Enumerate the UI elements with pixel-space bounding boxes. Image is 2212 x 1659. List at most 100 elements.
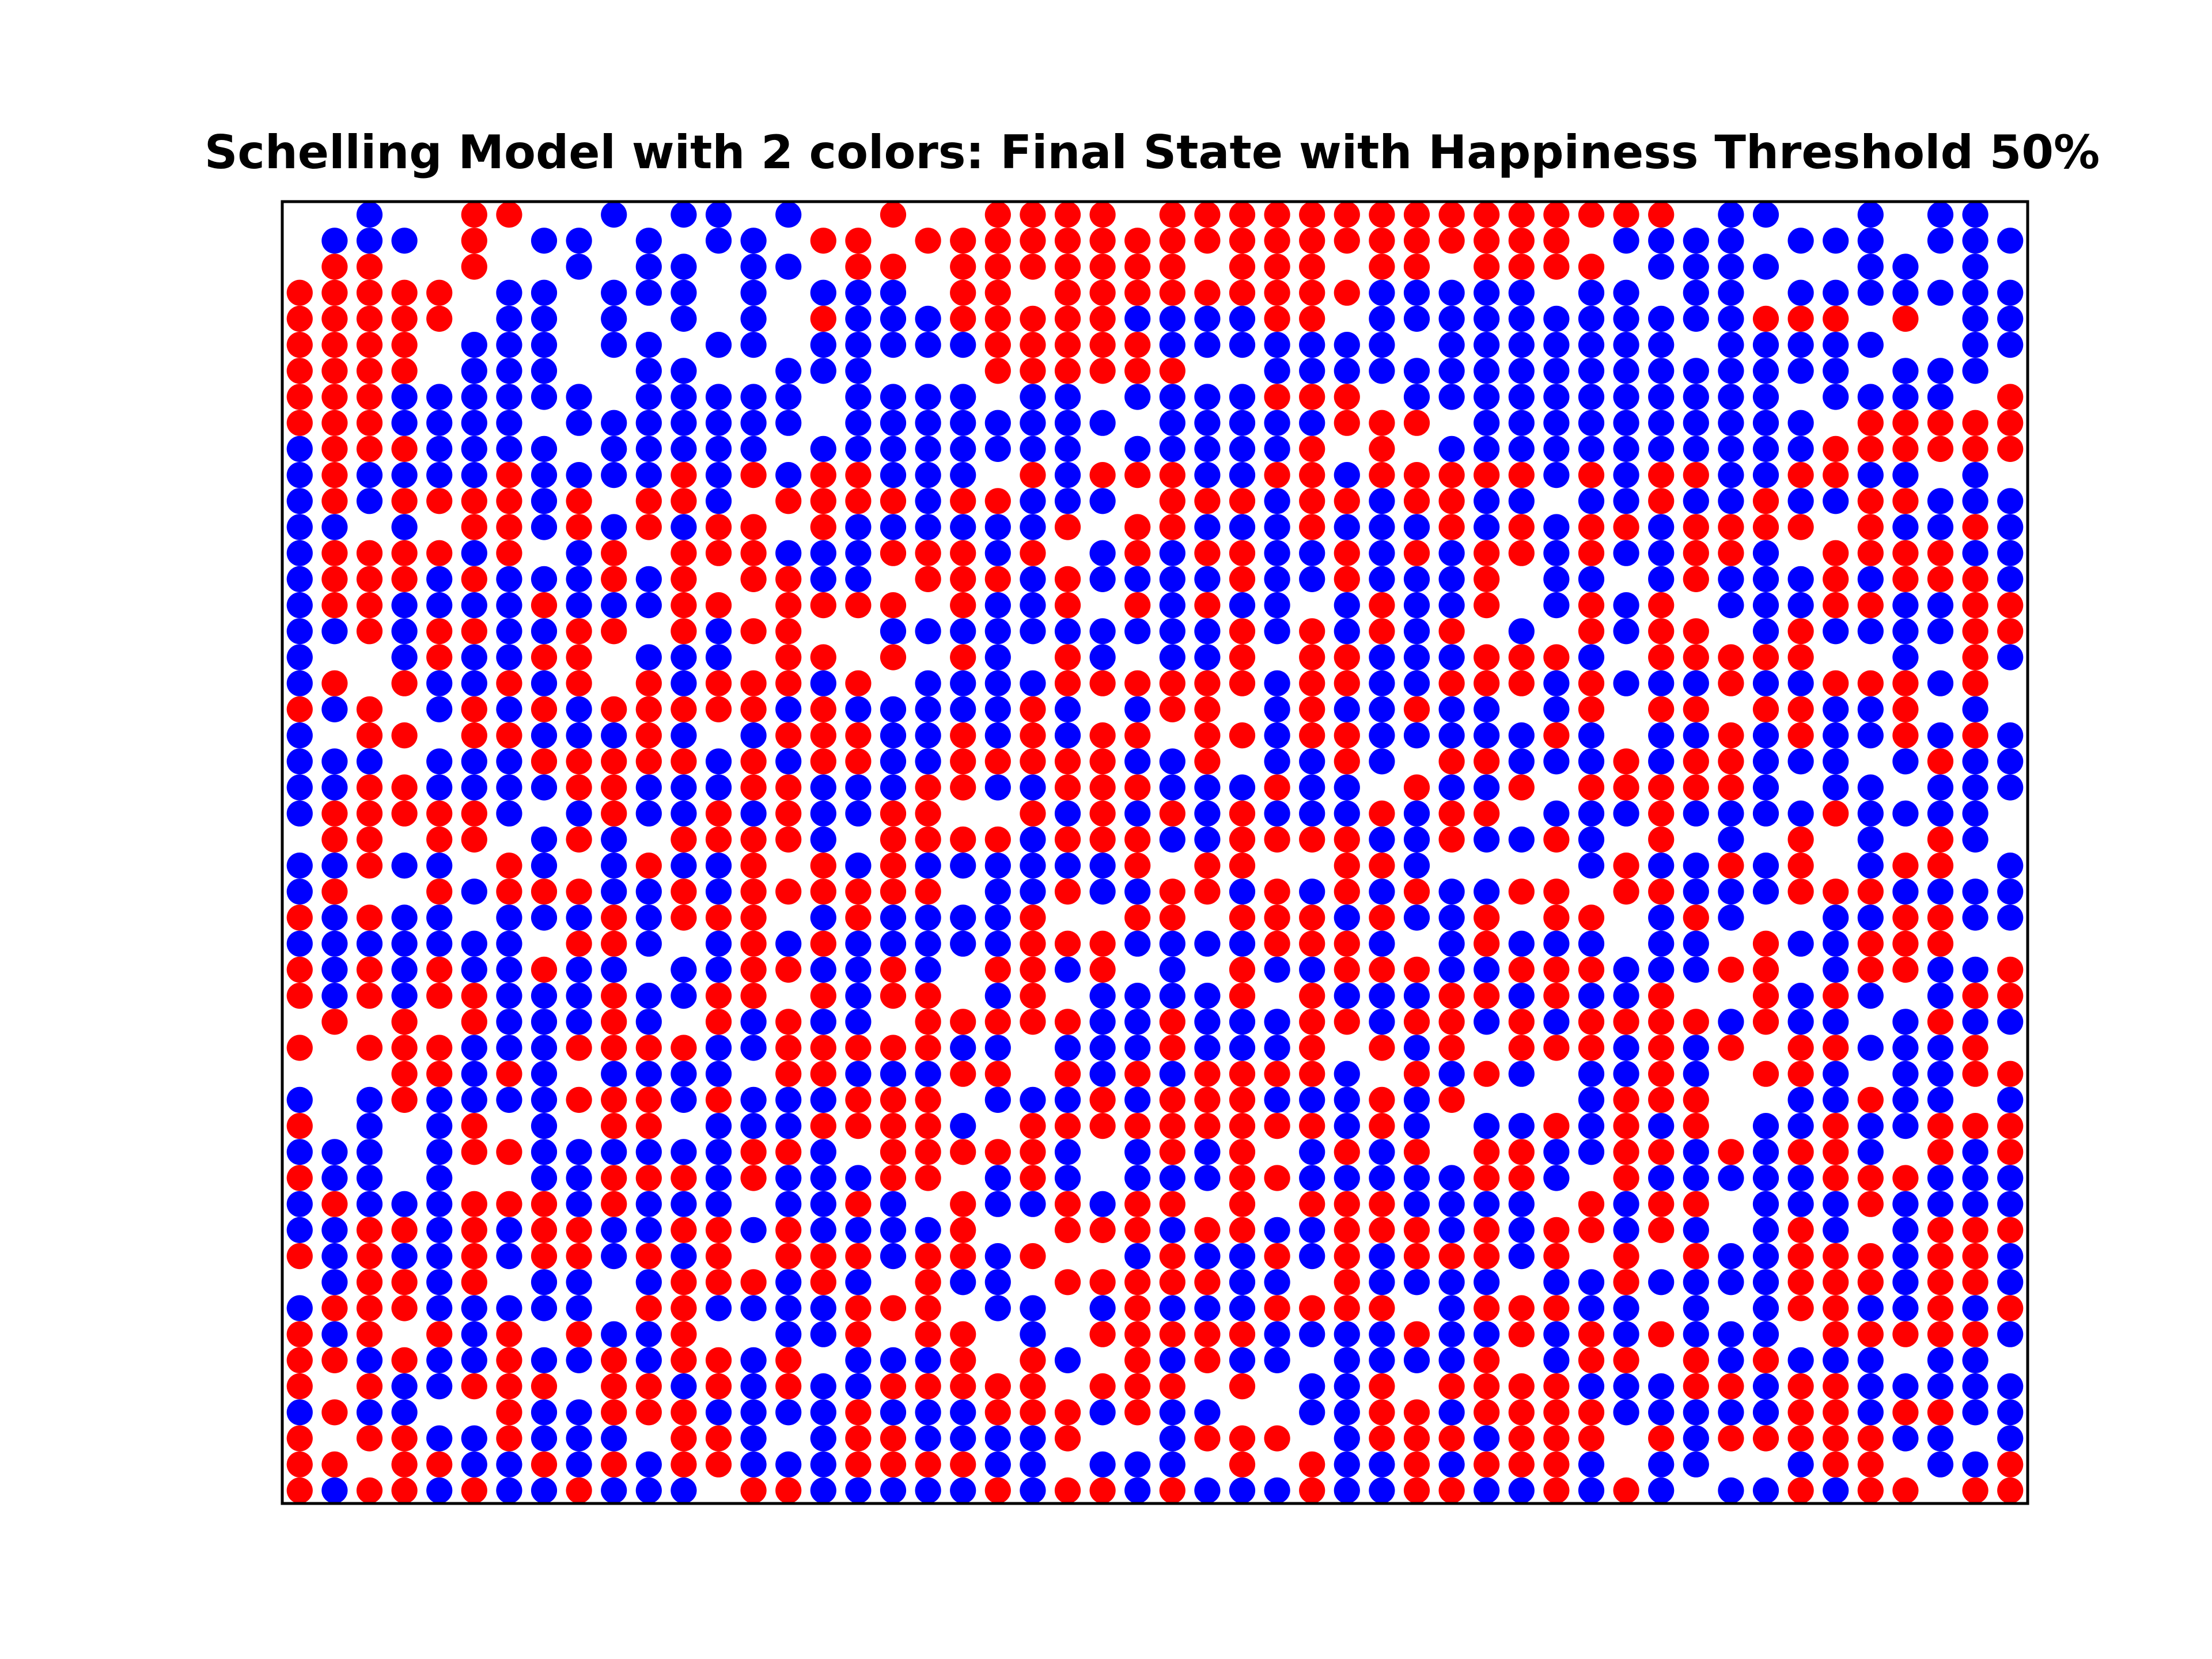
blue-agent-point — [635, 1139, 662, 1165]
blue-agent-point — [1334, 1086, 1360, 1113]
red-agent-point — [1962, 1217, 1988, 1243]
red-agent-point — [1229, 1321, 1256, 1347]
blue-agent-point — [1857, 1347, 1884, 1373]
red-agent-point — [1369, 592, 1395, 619]
blue-agent-point — [1683, 410, 1709, 436]
blue-agent-point — [1474, 1425, 1500, 1452]
red-agent-point — [391, 566, 418, 592]
red-agent-point — [566, 1321, 592, 1347]
blue-agent-point — [1962, 488, 1988, 514]
red-agent-point — [391, 279, 418, 306]
blue-agent-point — [1823, 696, 1849, 722]
red-agent-point — [1962, 1113, 1988, 1139]
blue-agent-point — [984, 1451, 1011, 1478]
red-agent-point — [1403, 488, 1430, 514]
red-agent-point — [1403, 1321, 1430, 1347]
red-agent-point — [601, 1009, 627, 1035]
blue-agent-point — [1927, 202, 1954, 228]
blue-agent-point — [1892, 253, 1919, 280]
blue-agent-point — [601, 722, 627, 749]
blue-agent-point — [286, 1139, 313, 1165]
red-agent-point — [1229, 202, 1256, 228]
blue-agent-point — [810, 279, 836, 306]
blue-agent-point — [740, 1113, 767, 1139]
red-agent-point — [1334, 228, 1360, 254]
red-agent-point — [566, 878, 592, 905]
blue-agent-point — [635, 1217, 662, 1243]
red-agent-point — [984, 1009, 1011, 1035]
red-agent-point — [1264, 1243, 1290, 1270]
red-agent-point — [775, 1477, 802, 1503]
blue-agent-point — [1892, 1035, 1919, 1061]
red-agent-point — [740, 983, 767, 1009]
red-agent-point — [1683, 748, 1709, 775]
blue-agent-point — [1892, 462, 1919, 488]
blue-agent-point — [1718, 826, 1744, 853]
blue-agent-point — [1159, 1451, 1185, 1478]
blue-agent-point — [1508, 1060, 1535, 1087]
blue-agent-point — [845, 384, 872, 410]
blue-agent-point — [1997, 904, 2024, 931]
blue-agent-point — [531, 279, 558, 306]
blue-agent-point — [1718, 592, 1744, 619]
blue-agent-point — [775, 384, 802, 410]
blue-agent-point — [705, 644, 732, 671]
blue-agent-point — [705, 930, 732, 957]
red-agent-point — [531, 1243, 558, 1270]
red-agent-point — [635, 1295, 662, 1321]
blue-agent-point — [1752, 202, 1779, 228]
red-agent-point — [286, 983, 313, 1009]
blue-agent-point — [531, 774, 558, 801]
red-agent-point — [1613, 514, 1639, 540]
red-agent-point — [1264, 904, 1290, 931]
blue-agent-point — [705, 384, 732, 410]
red-agent-point — [1508, 1139, 1535, 1165]
blue-agent-point — [1892, 1217, 1919, 1243]
red-agent-point — [1020, 358, 1046, 384]
blue-agent-point — [1752, 800, 1779, 827]
blue-agent-point — [1752, 853, 1779, 879]
blue-agent-point — [1369, 279, 1395, 306]
red-agent-point — [705, 1373, 732, 1400]
red-agent-point — [1997, 1113, 2024, 1139]
blue-agent-point — [740, 1295, 767, 1321]
blue-agent-point — [705, 1295, 732, 1321]
blue-agent-point — [1054, 696, 1081, 722]
red-agent-point — [1962, 1060, 1988, 1087]
blue-agent-point — [1683, 488, 1709, 514]
blue-agent-point — [1823, 1086, 1849, 1113]
blue-agent-point — [845, 930, 872, 957]
red-agent-point — [1264, 384, 1290, 410]
red-agent-point — [1229, 1139, 1256, 1165]
red-agent-point — [915, 774, 941, 801]
blue-agent-point — [740, 279, 767, 306]
red-agent-point — [740, 696, 767, 722]
red-agent-point — [950, 228, 976, 254]
blue-agent-point — [1229, 514, 1256, 540]
red-agent-point — [286, 1373, 313, 1400]
red-agent-point — [740, 774, 767, 801]
red-agent-point — [1718, 774, 1744, 801]
red-agent-point — [671, 1165, 697, 1191]
blue-agent-point — [1927, 1086, 1954, 1113]
red-agent-point — [601, 774, 627, 801]
red-agent-point — [1857, 670, 1884, 696]
red-agent-point — [1194, 1060, 1221, 1087]
red-agent-point — [1508, 1009, 1535, 1035]
blue-agent-point — [671, 202, 697, 228]
red-agent-point — [426, 1060, 453, 1087]
blue-agent-point — [1648, 956, 1675, 983]
red-agent-point — [1438, 826, 1465, 853]
red-agent-point — [880, 1139, 907, 1165]
red-agent-point — [1438, 462, 1465, 488]
red-agent-point — [775, 1347, 802, 1373]
red-agent-point — [1857, 514, 1884, 540]
red-agent-point — [1474, 983, 1500, 1009]
blue-agent-point — [1438, 592, 1465, 619]
blue-agent-point — [740, 1451, 767, 1478]
blue-agent-point — [1124, 435, 1151, 463]
blue-agent-point — [391, 644, 418, 671]
blue-agent-point — [1578, 1295, 1605, 1321]
blue-agent-point — [1718, 1347, 1744, 1373]
blue-agent-point — [775, 1086, 802, 1113]
